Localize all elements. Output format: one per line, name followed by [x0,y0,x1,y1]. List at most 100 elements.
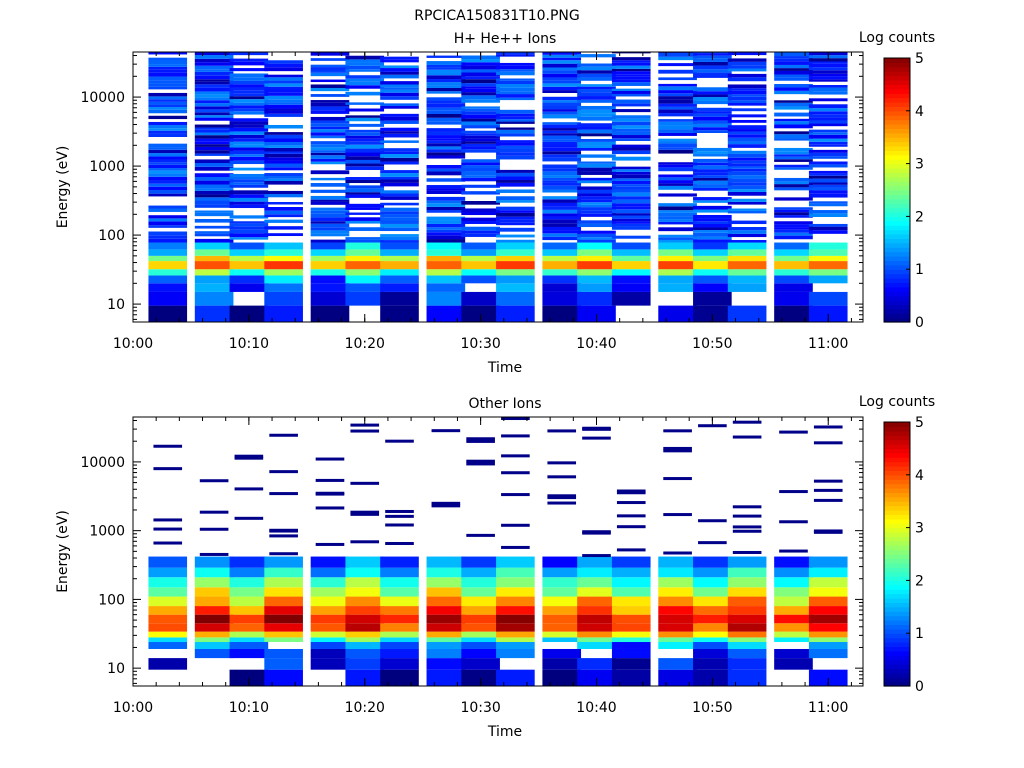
heatmap-cell [461,108,500,112]
heatmap-cell [658,167,697,172]
heatmap-cell [611,118,651,122]
heatmap-cell [461,138,500,142]
heatmap-cell [542,269,582,276]
heatmap-cell [264,113,303,117]
heatmap-cell [234,454,264,458]
heatmap-cell [229,631,269,638]
heatmap-cell [426,255,466,262]
heatmap-cell [774,232,813,236]
heatmap-cell [693,614,732,624]
heatmap-cell [693,261,732,270]
heatmap-cell [577,177,616,181]
heatmap-cell [774,68,813,71]
heatmap-cell [658,637,697,643]
heatmap-cell [693,606,732,615]
colorbar-segment [884,119,910,125]
heatmap-cell [496,261,535,270]
heatmap-cell [345,69,385,72]
heatmap-cell [229,105,269,109]
heatmap-cell [148,642,188,649]
heatmap-cell [727,596,767,607]
heatmap-cell [693,197,732,201]
heatmap-cell [229,283,269,292]
heatmap-cell [461,99,500,103]
heatmap-cell [577,127,616,130]
heatmap-cell [496,121,535,124]
heatmap-cell [577,202,616,205]
heatmap-cell [194,52,234,56]
heatmap-cell [577,105,616,110]
heatmap-cell [577,210,616,214]
heatmap-cell [611,88,651,92]
heatmap-cell [310,275,350,284]
heatmap-cell [229,614,269,624]
heatmap-cell [148,153,188,157]
heatmap-cell [345,255,385,262]
heatmap-cell [461,162,500,166]
heatmap-cell [774,229,813,233]
heatmap-cell [229,121,269,125]
heatmap-cell [658,93,697,97]
colorbar-tick-label: 0 [915,679,924,695]
heatmap-cell [153,518,183,522]
heatmap-cell [727,88,767,91]
heatmap-cell [577,261,616,270]
colorbar-segment [884,172,910,178]
heatmap-cell [229,233,269,238]
heatmap-cell [194,623,234,632]
colorbar-segment [884,549,910,555]
heatmap-cell [542,637,582,643]
heatmap-cell [310,606,350,615]
heatmap-cell [808,210,848,214]
heatmap-cell [385,523,414,527]
colorbar-tick-label: 4 [915,468,924,484]
y-tick-label: 10 [107,297,125,313]
colorbar-segment [884,102,910,107]
x-tick-label: 10:40 [576,336,616,352]
colorbar-segment [884,190,910,195]
heatmap-cell [461,208,500,212]
heatmap-cell [496,234,535,238]
heatmap-cell [774,74,813,78]
heatmap-cell [808,614,848,624]
heatmap-cell [808,117,848,121]
heatmap-cell [496,113,535,117]
heatmap-cell [148,231,188,236]
heatmap-cell [466,462,495,466]
heatmap-cell [547,461,577,465]
heatmap-cell [148,156,188,160]
heatmap-cell [345,606,385,615]
colorbar-tick-label: 1 [915,262,924,278]
heatmap-cell [461,143,500,147]
heatmap-cell [727,275,767,284]
x-axis-label: Time [487,360,522,376]
heatmap-cell [611,171,651,175]
heatmap-cell [732,529,762,533]
heatmap-cell [808,648,848,659]
heatmap-cell [380,269,419,276]
heatmap-cell [426,587,466,597]
heatmap-cell [658,239,697,243]
heatmap-cell [229,197,269,202]
figure-title: RPCICA150831T10.PNG [414,8,579,24]
colorbar-segment [884,115,910,121]
heatmap-cell [808,556,848,568]
heatmap-cell [264,138,303,143]
heatmap-cell [542,105,582,110]
heatmap-cell [345,596,385,607]
heatmap-cell [461,191,500,195]
heatmap-cell [345,567,385,578]
heatmap-cell [658,106,697,110]
colorbar-segment [884,426,910,432]
heatmap-cell [148,242,188,250]
heatmap-cell [264,596,303,607]
heatmap-cell [693,153,732,157]
heatmap-cell [148,149,188,154]
heatmap-cell [264,104,303,109]
heatmap-cell [148,164,188,169]
heatmap-cell [658,183,697,186]
heatmap-cell [496,200,535,203]
heatmap-cell [542,77,582,81]
heatmap-cell [808,129,848,133]
x-tick-label: 10:30 [460,336,500,352]
